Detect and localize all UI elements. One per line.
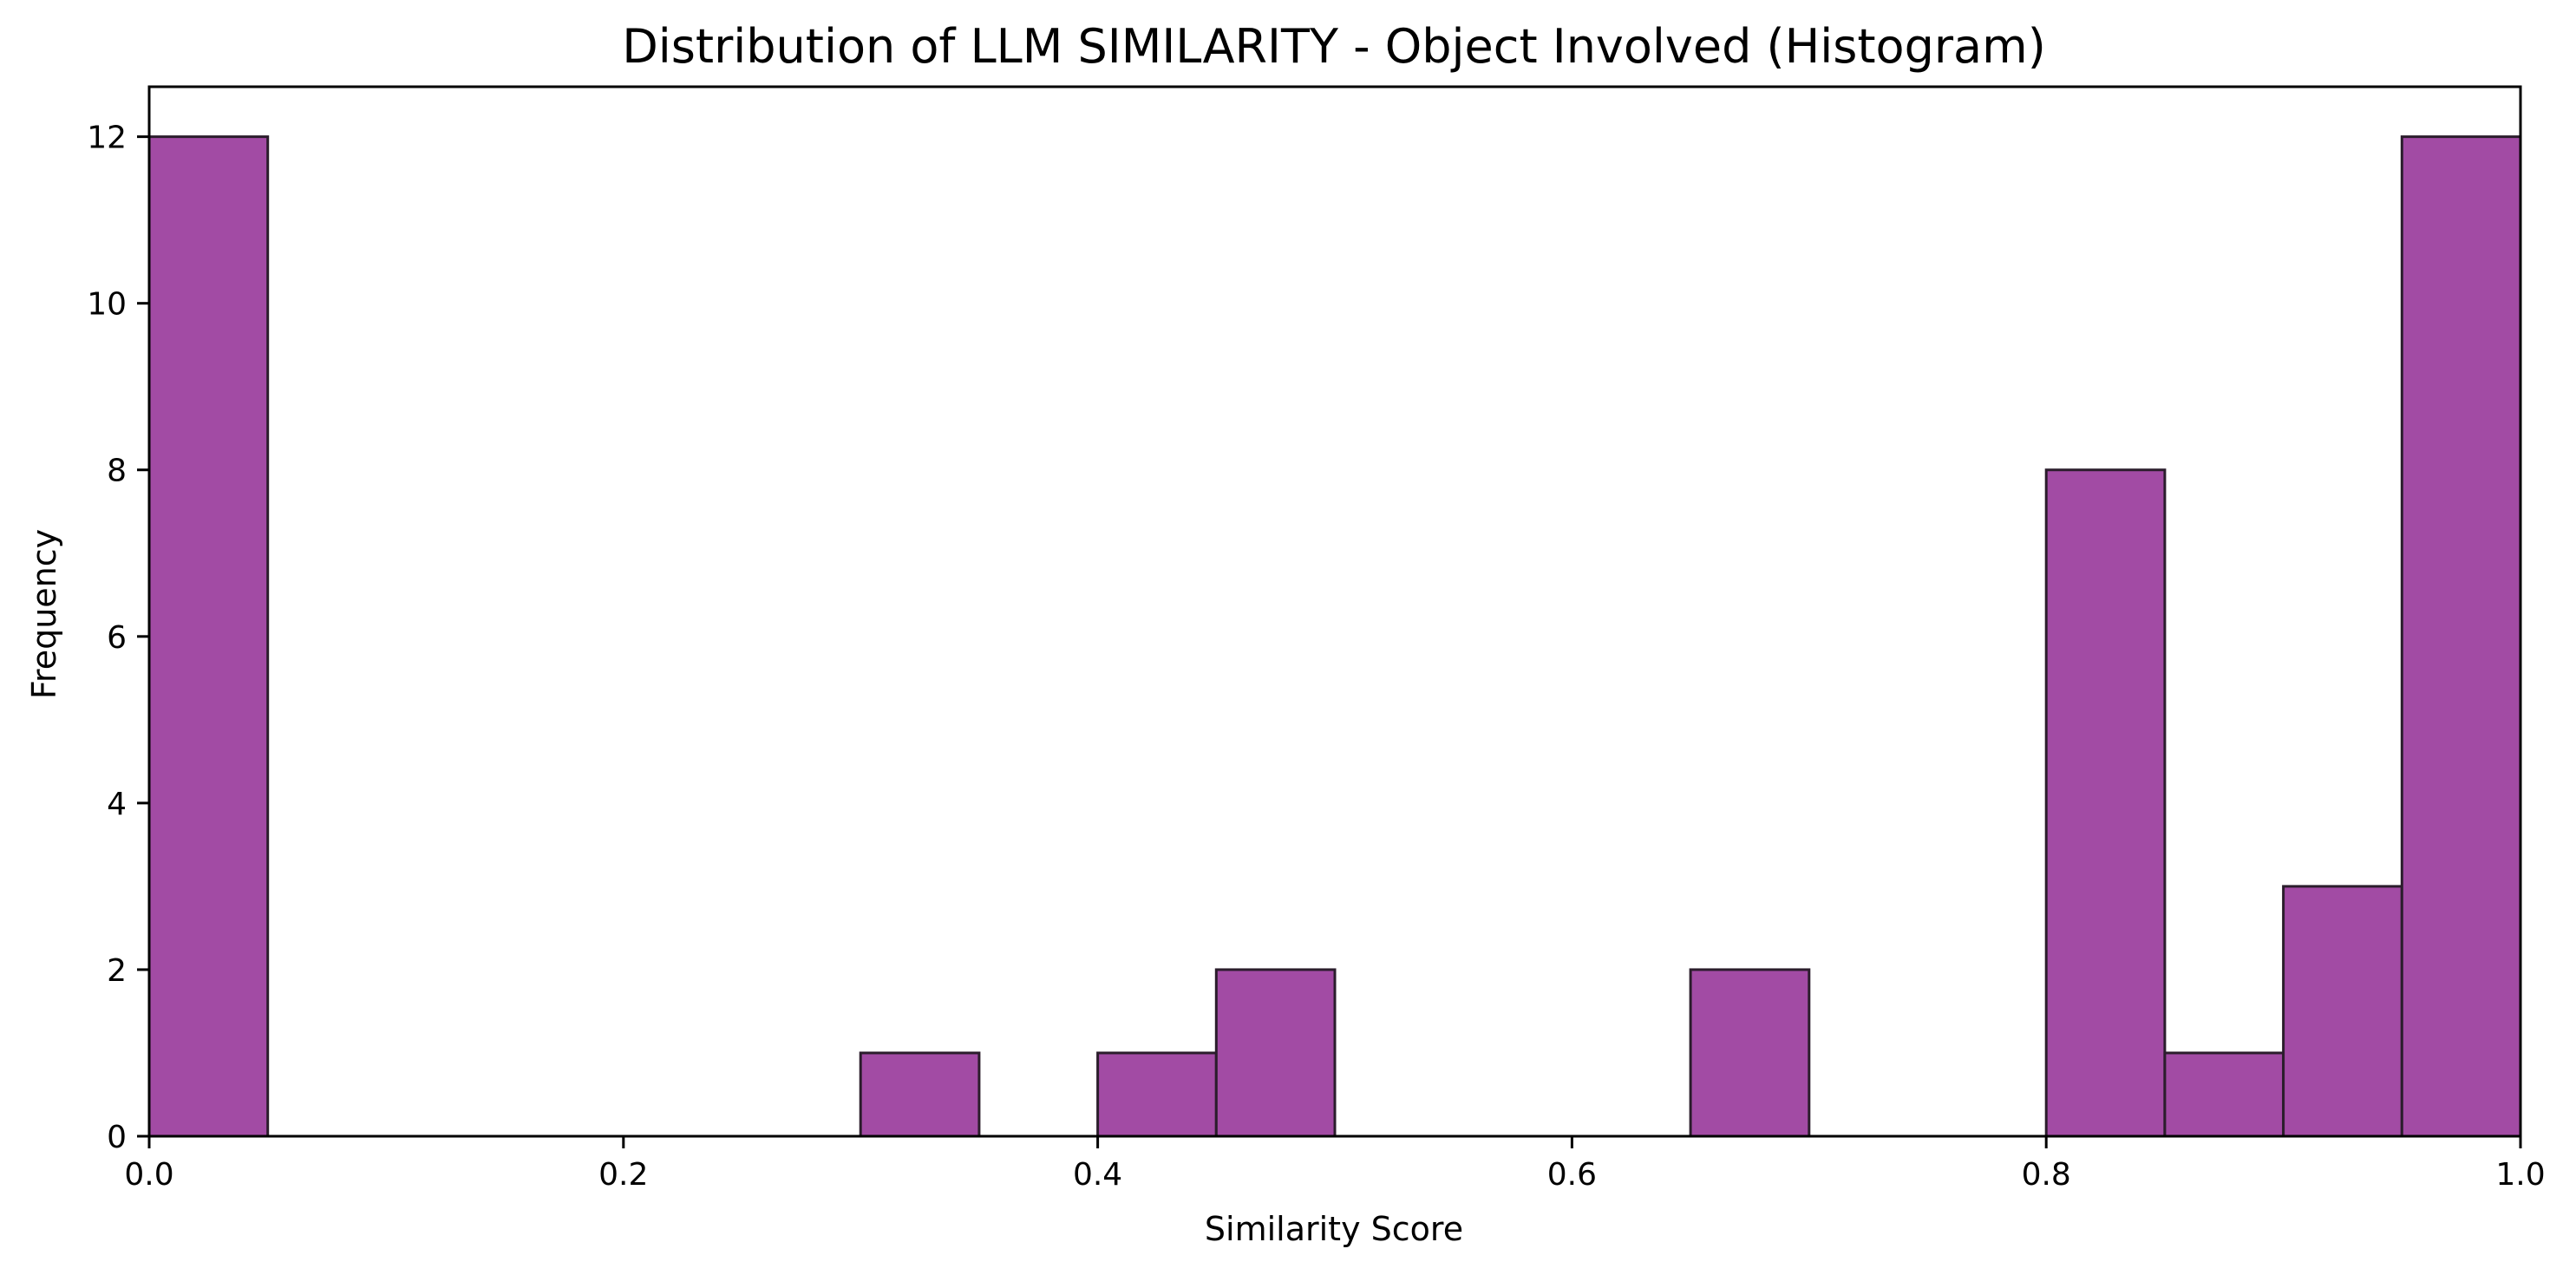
x-tick-label: 0.8 [2022,1157,2071,1193]
y-tick-label: 0 [107,1120,127,1155]
x-tick-label: 1.0 [2495,1157,2545,1193]
x-axis-ticks: 0.0 0.2 0.4 0.6 0.8 1.0 [124,1136,2546,1193]
x-axis-label: Similarity Score [1205,1210,1463,1248]
chart-title: Distribution of LLM SIMILARITY - Object … [622,19,2046,74]
histogram-bars [147,135,2522,1138]
histogram-bar-0 [147,135,270,1138]
y-axis-ticks: 0 2 4 6 8 10 12 [87,121,149,1155]
y-tick-label: 2 [107,953,127,989]
y-tick-label: 6 [107,620,127,656]
histogram-bar-3 [1214,968,1337,1138]
y-tick-label: 12 [87,121,127,156]
x-tick-label: 0.0 [124,1157,173,1193]
histogram-bar-1 [859,1051,981,1138]
y-tick-label: 10 [87,287,127,323]
y-tick-label: 8 [107,454,127,489]
histogram-bar-7 [2282,885,2403,1138]
histogram-bar-8 [2400,135,2522,1138]
histogram-bar-6 [2163,1051,2285,1138]
histogram-bar-2 [1096,1051,1218,1138]
plot-frame [147,85,2522,1138]
x-tick-label: 0.6 [1547,1157,1597,1193]
x-tick-label: 0.4 [1073,1157,1122,1193]
y-axis-label: Frequency [25,529,63,699]
histogram-bar-4 [1689,968,1811,1138]
y-tick-label: 4 [107,787,127,822]
histogram-bar-5 [2044,468,2167,1138]
x-tick-label: 0.2 [598,1157,648,1193]
